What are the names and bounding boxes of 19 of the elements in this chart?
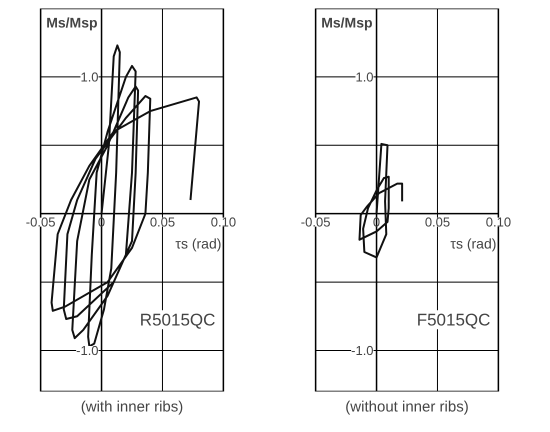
x-axis-title: τs (rad) [175, 236, 222, 252]
x-tick-label: 0.05 [424, 214, 450, 230]
y-axis-title: Ms/Msp [321, 14, 373, 30]
x-axis-title: τs (rad) [450, 236, 496, 252]
x-tick-label: 0.10 [486, 214, 512, 230]
y-tick-label: -1.0 [76, 342, 99, 358]
x-tick-label: 0.05 [150, 214, 176, 230]
x-tick-label: -0.05 [26, 214, 56, 230]
annotation: F5015QC [416, 310, 490, 330]
x-tick-label: 0.10 [210, 214, 236, 230]
y-axis-title: Ms/Msp [46, 14, 98, 30]
y-tick-label: 1.0 [355, 69, 374, 84]
y-tick-label: -1.0 [351, 342, 374, 358]
text: (without inner ribs) [345, 398, 469, 416]
annotation: R5015QC [140, 310, 216, 330]
text: (with inner ribs) [80, 398, 184, 416]
y-tick-label: 1.0 [80, 69, 99, 84]
x-tick-label: -0.05 [300, 214, 330, 230]
line-series [358, 142, 404, 258]
